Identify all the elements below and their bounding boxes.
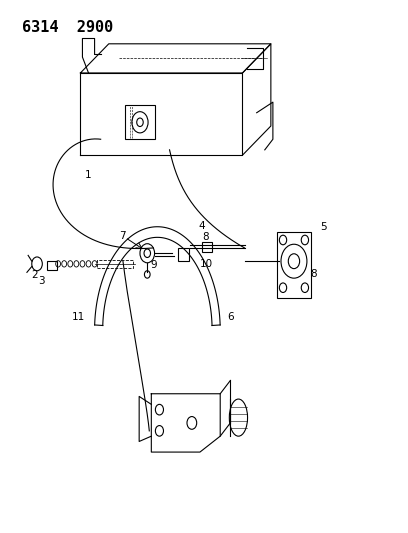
Text: 11: 11 (72, 312, 85, 322)
Text: 6314  2900: 6314 2900 (22, 20, 113, 35)
Text: 2: 2 (31, 270, 38, 280)
Text: 3: 3 (38, 276, 44, 286)
Bar (125, 105, 155, 139)
Text: 8: 8 (203, 232, 209, 243)
Bar (177, 248, 189, 261)
Text: 8: 8 (310, 270, 317, 279)
Text: 10: 10 (200, 259, 213, 269)
Bar (202, 242, 212, 252)
Bar (97, 260, 133, 268)
Text: 9: 9 (150, 261, 157, 270)
Text: 6: 6 (227, 312, 234, 322)
Text: 1: 1 (85, 171, 92, 180)
Text: 4: 4 (199, 221, 205, 231)
Text: 5: 5 (320, 222, 327, 232)
Bar (47, 261, 57, 270)
Text: 7: 7 (119, 231, 125, 241)
